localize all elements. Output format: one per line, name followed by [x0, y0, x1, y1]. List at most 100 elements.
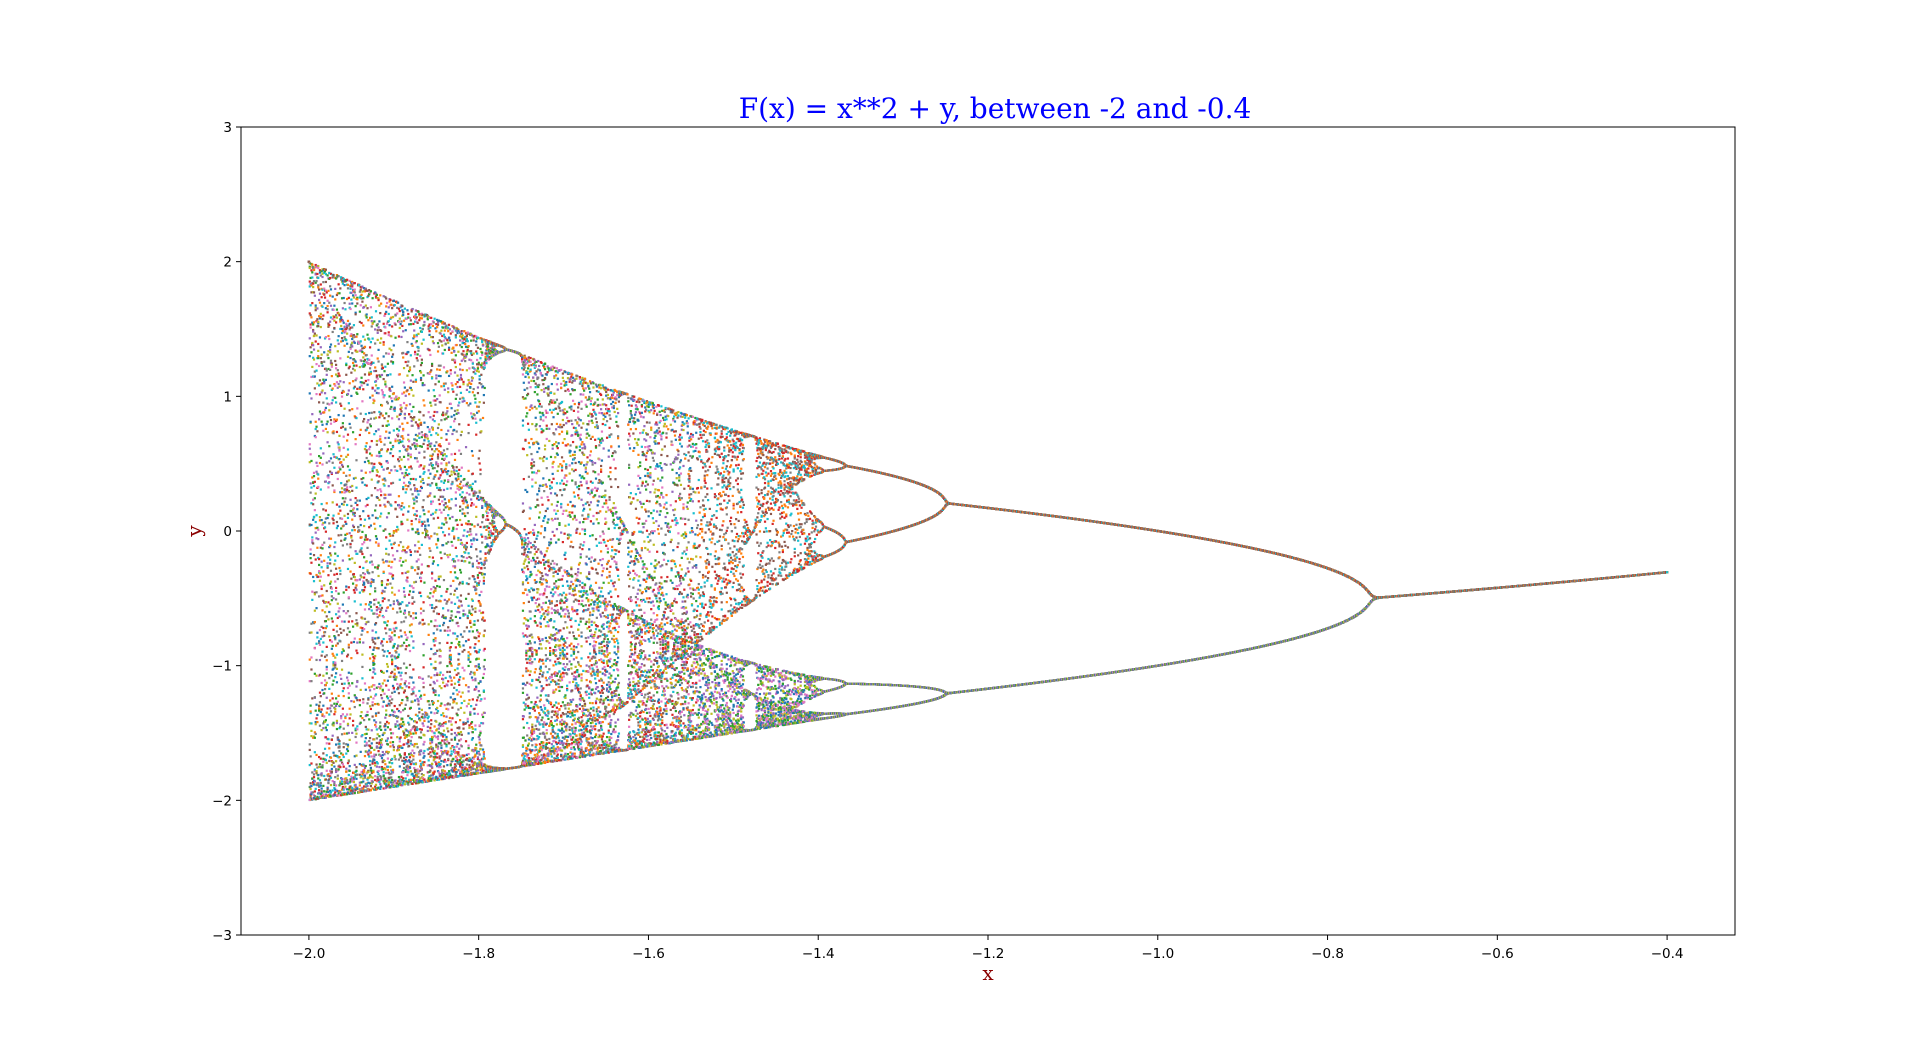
scatter-point	[353, 641, 355, 643]
scatter-point	[338, 634, 340, 636]
scatter-point	[336, 668, 338, 670]
scatter-point	[323, 288, 325, 290]
scatter-point	[355, 742, 357, 744]
scatter-point	[331, 739, 333, 741]
scatter-point	[330, 777, 332, 779]
scatter-point	[315, 788, 317, 790]
scatter-point	[315, 710, 317, 712]
scatter-point	[310, 482, 312, 484]
scatter-point	[332, 762, 334, 764]
scatter-point	[310, 656, 312, 658]
scatter-point	[317, 529, 319, 531]
scatter-point	[343, 720, 345, 722]
scatter-point	[319, 462, 321, 464]
scatter-point	[321, 276, 323, 278]
scatter-point	[314, 780, 316, 782]
scatter-point	[321, 764, 323, 766]
scatter-point	[342, 754, 344, 756]
scatter-point	[338, 743, 340, 745]
scatter-point	[330, 538, 332, 540]
scatter-point	[331, 764, 333, 766]
scatter-point	[332, 462, 334, 464]
scatter-point	[319, 393, 321, 395]
scatter-point	[327, 308, 329, 310]
scatter-point	[338, 314, 340, 316]
scatter-point	[322, 785, 324, 787]
scatter-point	[339, 357, 341, 359]
scatter-point	[355, 365, 357, 367]
scatter-point	[351, 326, 353, 328]
scatter-point	[331, 768, 333, 770]
scatter-point	[343, 472, 345, 474]
scatter-point	[354, 792, 356, 794]
scatter-point	[356, 725, 358, 727]
scatter-point	[326, 605, 328, 607]
scatter-point	[322, 752, 324, 754]
scatter-point	[341, 733, 343, 735]
scatter-point	[311, 271, 313, 273]
scatter-point	[315, 280, 317, 282]
scatter-point	[318, 564, 320, 566]
scatter-point	[343, 436, 345, 438]
scatter-point	[356, 788, 358, 790]
scatter-point	[356, 699, 358, 701]
scatter-point	[325, 759, 327, 761]
scatter-point	[348, 389, 350, 391]
scatter-point	[318, 789, 320, 791]
scatter-point	[338, 567, 340, 569]
scatter-point	[332, 274, 334, 276]
scatter-point	[327, 357, 329, 359]
scatter-point	[327, 474, 329, 476]
scatter-point	[355, 784, 357, 786]
scatter-point	[359, 578, 361, 580]
scatter-point	[355, 770, 357, 772]
scatter-point	[313, 269, 315, 271]
scatter-point	[327, 353, 329, 355]
scatter-point	[338, 593, 340, 595]
scatter-point	[359, 434, 361, 436]
scatter-point	[317, 325, 319, 327]
scatter-point	[313, 554, 315, 556]
scatter-point	[325, 336, 327, 338]
scatter-point	[310, 548, 312, 550]
scatter-point	[328, 522, 330, 524]
scatter-point	[315, 334, 317, 336]
scatter-point	[320, 447, 322, 449]
scatter-point	[348, 586, 350, 588]
scatter-point	[323, 560, 325, 562]
scatter-point	[334, 657, 336, 659]
scatter-point	[330, 784, 332, 786]
scatter-point	[330, 554, 332, 556]
scatter-point	[335, 760, 337, 762]
scatter-point	[315, 492, 317, 494]
scatter-point	[356, 499, 358, 501]
scatter-point	[343, 687, 345, 689]
scatter-point	[310, 553, 312, 555]
scatter-point	[346, 279, 348, 281]
scatter-point	[328, 635, 330, 637]
scatter-point	[350, 673, 352, 675]
scatter-point	[351, 682, 353, 684]
scatter-point	[351, 302, 353, 304]
scatter-point	[350, 298, 352, 300]
scatter-point	[329, 285, 331, 287]
scatter-point	[328, 445, 330, 447]
scatter-point	[310, 304, 312, 306]
scatter-point	[317, 774, 319, 776]
scatter-point	[355, 477, 357, 479]
scatter-point	[321, 424, 323, 426]
scatter-point	[320, 488, 322, 490]
scatter-point	[329, 603, 331, 605]
scatter-point	[355, 733, 357, 735]
scatter-point	[342, 603, 344, 605]
scatter-point	[337, 555, 339, 557]
scatter-point	[327, 556, 329, 558]
scatter-point	[333, 467, 335, 469]
scatter-point	[335, 598, 337, 600]
scatter-point	[356, 553, 358, 555]
scatter-point	[310, 346, 312, 348]
scatter-point	[338, 275, 340, 277]
scatter-point	[337, 441, 339, 443]
scatter-point	[355, 305, 357, 307]
scatter-point	[337, 736, 339, 738]
